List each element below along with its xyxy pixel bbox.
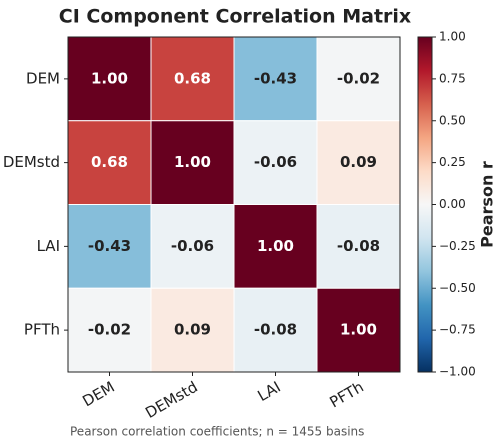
heatmap-cell [316,287,401,373]
colorbar-tick-label: −0.25 [439,239,476,253]
cell-label: -0.08 [337,237,380,255]
cell-label: 1.00 [257,237,294,255]
cell-label: 1.00 [91,69,128,87]
cell-label: 0.09 [174,321,211,339]
cell-label: 1.00 [174,153,211,171]
cell-label: -0.06 [254,153,297,171]
cell-label: -0.02 [88,321,131,339]
cell-label: 0.09 [340,153,377,171]
colorbar-tick-label: 0.00 [439,197,466,211]
y-tick-label: LAI [37,237,60,255]
x-tick-label: DEMstd [142,378,201,422]
heatmap-cell [150,204,235,289]
footnote: Pearson correlation coefficients; n = 14… [70,425,364,439]
heatmap-cell [67,287,152,373]
heatmap-cell [150,120,235,205]
heatmap-cell [316,120,401,205]
heatmap-cell [67,36,152,122]
cell-label: 0.68 [91,153,128,171]
cell-label: -0.08 [254,321,297,339]
x-tick-label: LAI [254,378,283,405]
colorbar-label: Pearson r [478,161,497,248]
heatmap-cell [67,120,152,205]
cell-label: -0.43 [88,237,131,255]
x-tick-label: PFTh [326,378,366,412]
colorbar-tick-label: 0.50 [439,113,466,127]
colorbar [417,36,433,373]
plot-frame [67,36,401,373]
cell-label: -0.06 [171,237,214,255]
colorbar-tick-label: 0.25 [439,155,466,169]
heatmap-cell [316,36,401,122]
cell-label: 0.68 [174,69,211,87]
chart-title: CI Component Correlation Matrix [59,6,411,28]
heatmap-cell [316,204,401,289]
heatmap-cell [150,287,235,373]
cell-label: -0.43 [254,69,297,87]
colorbar-tick-label: 0.75 [439,71,466,85]
colorbar-tick-label: −0.75 [439,323,476,337]
colorbar-tick-label: −0.50 [439,281,476,295]
y-tick-label: DEMstd [3,153,60,171]
y-tick-label: PFTh [24,321,60,339]
cell-label: -0.02 [337,69,380,87]
colorbar-tick-label: −1.00 [439,365,476,379]
colorbar-tick-label: 1.00 [439,30,466,44]
heatmap-cell [150,36,235,122]
x-tick-label: DEM [79,378,117,411]
cell-label: 1.00 [340,321,377,339]
y-tick-label: DEM [26,69,60,87]
